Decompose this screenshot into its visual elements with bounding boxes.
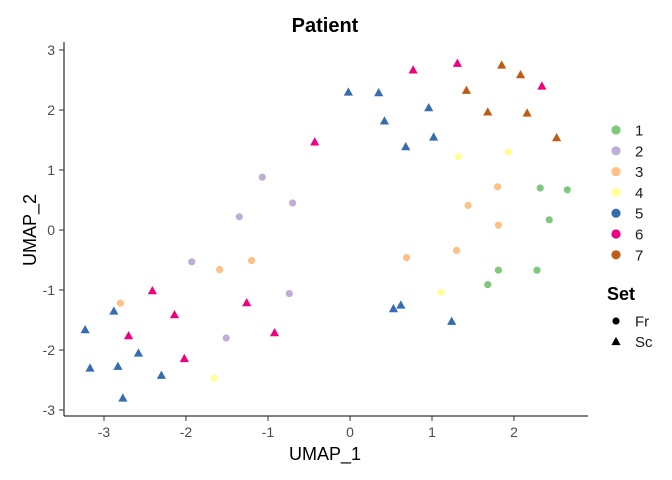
data-point-group-5 [109, 306, 119, 315]
data-point-group-5 [401, 142, 411, 151]
y-tick-label: -3 [43, 402, 56, 418]
data-point-group-6 [124, 331, 134, 340]
y-tick-label: 2 [47, 102, 55, 118]
data-point-group-6 [242, 298, 252, 307]
y-tick-label: 3 [47, 42, 55, 58]
legend-label-2: 2 [635, 143, 643, 160]
chart-title: Patient [292, 15, 359, 37]
data-point-group-5 [156, 370, 166, 379]
x-tick-label: -1 [262, 424, 275, 440]
legend-label-4: 4 [635, 185, 643, 202]
legend-shape-label: Sc [635, 334, 653, 351]
legend-label-6: 6 [635, 227, 643, 244]
data-point-group-2 [188, 258, 196, 266]
data-point-group-4 [454, 153, 462, 161]
data-point-group-2 [285, 290, 293, 298]
legend-swatch-3 [611, 167, 621, 177]
data-point-group-5 [388, 304, 399, 313]
x-tick-label: -2 [180, 424, 193, 440]
data-point-group-7 [552, 133, 562, 142]
data-point-group-5 [424, 103, 434, 112]
legend-swatch-2 [611, 146, 621, 156]
data-point-group-5 [118, 393, 128, 402]
y-tick-label: -2 [43, 342, 56, 358]
data-point-group-3 [116, 299, 124, 307]
data-point-group-6 [147, 286, 157, 295]
data-point-group-3 [494, 221, 503, 229]
legend-label-3: 3 [635, 164, 643, 181]
data-point-group-7 [497, 60, 507, 69]
data-point-group-7 [522, 108, 532, 117]
x-axis-title: UMAP_1 [289, 444, 361, 465]
data-point-group-7 [515, 70, 526, 79]
y-tick-label: -1 [43, 282, 56, 298]
shape-legend-title: Set [607, 284, 635, 304]
data-point-group-2 [235, 213, 243, 221]
data-point-group-5 [379, 116, 390, 125]
legend: Set 1 2 3 4 5 6 7 Fr Sc [607, 123, 653, 352]
data-point-group-3 [453, 246, 461, 254]
legend-swatch-6 [611, 229, 621, 239]
legend-shape-triangle [611, 336, 621, 346]
legend-swatch-1 [611, 125, 621, 135]
data-point-group-3 [464, 201, 472, 209]
data-point-group-4 [210, 374, 218, 382]
data-point-group-5 [396, 300, 406, 309]
legend-label-7: 7 [635, 247, 643, 264]
data-point-group-6 [269, 328, 280, 337]
data-point-group-5 [343, 87, 353, 96]
data-point-group-3 [494, 183, 502, 191]
legend-label-5: 5 [635, 206, 643, 223]
data-point-group-3 [402, 254, 411, 262]
data-point-group-6 [169, 310, 180, 319]
y-tick-label: 1 [47, 162, 55, 178]
data-point-group-6 [408, 65, 418, 74]
data-point-group-3 [248, 257, 256, 265]
data-point-group-1 [533, 266, 541, 274]
data-point-group-5 [374, 88, 384, 97]
x-tick-label: 1 [428, 424, 436, 440]
data-point-group-1 [484, 281, 492, 289]
data-point-group-5 [429, 132, 439, 141]
x-tick-label: 2 [510, 424, 518, 440]
legend-swatch-7 [611, 250, 621, 260]
legend-swatch-5 [611, 208, 621, 218]
data-point-group-2 [289, 199, 297, 207]
data-point-group-1 [563, 186, 571, 194]
data-point-group-1 [494, 266, 503, 274]
y-tick-label: 0 [47, 222, 55, 238]
data-point-group-2 [258, 173, 266, 181]
data-point-group-4 [504, 148, 512, 156]
data-point-group-5 [80, 325, 90, 334]
data-point-group-5 [113, 361, 123, 370]
data-point-group-4 [437, 288, 445, 296]
data-point-group-1 [545, 216, 553, 224]
x-tick-label: -3 [98, 424, 111, 440]
x-tick-label: 0 [346, 424, 354, 440]
data-point-group-7 [461, 85, 472, 94]
legend-shape-label: Fr [635, 314, 649, 331]
legend-label-1: 1 [635, 123, 643, 140]
legend-swatch-4 [611, 187, 621, 197]
data-point-group-2 [222, 334, 230, 342]
data-point-group-3 [216, 266, 224, 274]
data-point-group-6 [537, 81, 547, 90]
data-point-group-1 [536, 184, 544, 192]
data-point-group-6 [179, 353, 189, 363]
y-axis-title: UMAP_2 [20, 194, 41, 266]
data-point-group-7 [483, 107, 493, 116]
data-point-group-6 [310, 137, 320, 146]
plot-area: -3 -2 -1 0 1 2 -3 -2 -1 0 1 2 3 [43, 42, 588, 440]
data-point-group-5 [447, 316, 457, 325]
data-point-group-5 [85, 363, 95, 372]
data-point-group-6 [452, 58, 463, 67]
data-point-group-5 [133, 348, 144, 357]
legend-shape-circle [612, 317, 620, 325]
